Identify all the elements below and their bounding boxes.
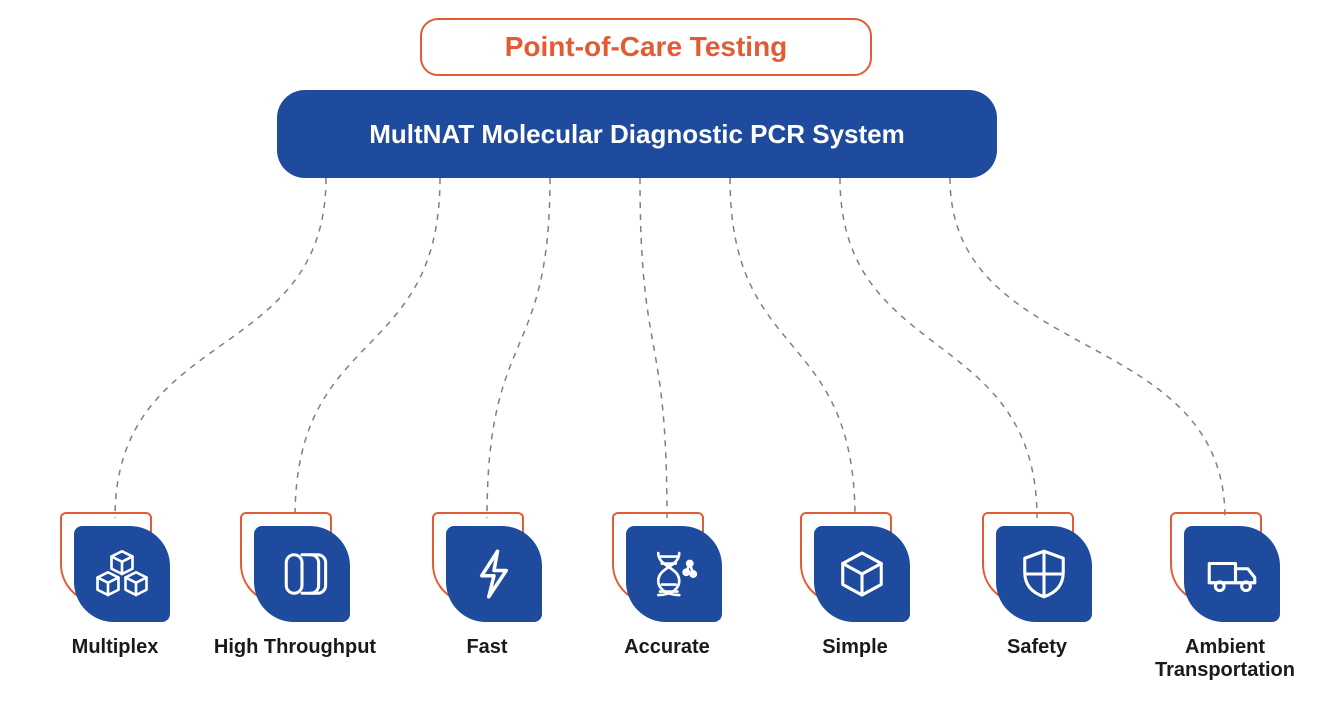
connector-simple bbox=[730, 178, 855, 518]
feature-label-safety: Safety bbox=[952, 636, 1122, 659]
connector-accurate bbox=[640, 178, 667, 518]
feature-accurate: Accurate bbox=[582, 512, 752, 659]
connector-throughput bbox=[295, 178, 440, 518]
connector-safety bbox=[840, 178, 1037, 518]
poc-title-text: Point-of-Care Testing bbox=[505, 31, 788, 63]
feature-tile-fast bbox=[432, 512, 542, 622]
feature-simple: Simple bbox=[770, 512, 940, 659]
feature-label-fast: Fast bbox=[402, 636, 572, 659]
poc-title-box: Point-of-Care Testing bbox=[420, 18, 872, 76]
feature-tile-simple bbox=[800, 512, 910, 622]
connector-multiplex bbox=[115, 178, 326, 518]
cube-icon bbox=[814, 526, 910, 622]
shield-icon bbox=[996, 526, 1092, 622]
feature-tile-accurate bbox=[612, 512, 722, 622]
feature-label-ambient: AmbientTransportation bbox=[1140, 636, 1310, 682]
feature-tile-safety bbox=[982, 512, 1092, 622]
feature-fast: Fast bbox=[402, 512, 572, 659]
connector-ambient bbox=[950, 178, 1225, 518]
truck-icon bbox=[1184, 526, 1280, 622]
feature-tile-multiplex bbox=[60, 512, 170, 622]
feature-tile-ambient bbox=[1170, 512, 1280, 622]
feature-label-accurate: Accurate bbox=[582, 636, 752, 659]
main-title-text: MultNAT Molecular Diagnostic PCR System bbox=[369, 119, 905, 150]
feature-ambient: AmbientTransportation bbox=[1140, 512, 1310, 682]
cubes-icon bbox=[74, 526, 170, 622]
main-title-box: MultNAT Molecular Diagnostic PCR System bbox=[277, 90, 997, 178]
feature-label-simple: Simple bbox=[770, 636, 940, 659]
bolt-icon bbox=[446, 526, 542, 622]
stack-icon bbox=[254, 526, 350, 622]
feature-tile-throughput bbox=[240, 512, 350, 622]
connector-fast bbox=[487, 178, 550, 518]
dna-icon bbox=[626, 526, 722, 622]
feature-safety: Safety bbox=[952, 512, 1122, 659]
feature-label-throughput: High Throughput bbox=[210, 636, 380, 659]
feature-label-multiplex: Multiplex bbox=[30, 636, 200, 659]
feature-throughput: High Throughput bbox=[210, 512, 380, 659]
feature-multiplex: Multiplex bbox=[30, 512, 200, 659]
